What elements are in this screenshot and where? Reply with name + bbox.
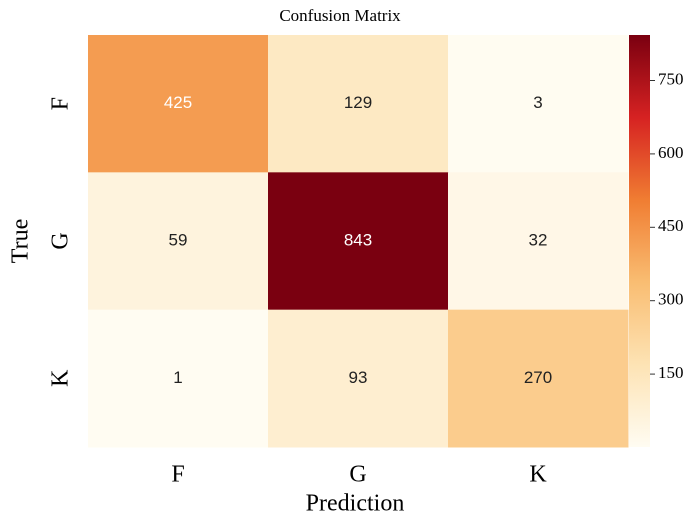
cell	[268, 172, 449, 311]
cell	[448, 172, 629, 311]
cell-label: 32	[529, 230, 548, 249]
cell-label: 843	[344, 230, 372, 249]
cell	[88, 172, 269, 311]
x-tick-label: K	[529, 462, 547, 488]
colorbar-tick-label: 600	[658, 143, 684, 162]
chart-title: Confusion Matrix	[279, 6, 401, 25]
colorbar-tick-label: 150	[658, 363, 684, 382]
cell	[268, 309, 449, 448]
y-tick-label: G	[48, 232, 74, 249]
x-tick-label: F	[171, 462, 184, 488]
cell	[448, 309, 629, 448]
x-tick-label: G	[349, 462, 366, 488]
cell	[268, 35, 449, 173]
cell	[448, 35, 629, 173]
colorbar-tick-label: 450	[658, 216, 684, 235]
cell	[88, 35, 269, 173]
cell-label: 93	[349, 368, 368, 387]
y-axis-label: True	[8, 219, 34, 263]
y-tick-label: F	[48, 97, 74, 110]
cell	[88, 309, 269, 448]
cell-label: 425	[164, 93, 192, 112]
cell-label: 270	[524, 368, 552, 387]
cell-label: 3	[533, 93, 542, 112]
cell-label: 59	[169, 230, 188, 249]
cell-label: 129	[344, 93, 372, 112]
colorbar-tick-label: 300	[658, 290, 684, 309]
colorbar	[629, 35, 650, 447]
y-tick-label: K	[48, 369, 74, 387]
cell-label: 1	[173, 368, 182, 387]
colorbar-tick-label: 750	[658, 69, 684, 88]
x-axis-label: Prediction	[306, 491, 405, 517]
